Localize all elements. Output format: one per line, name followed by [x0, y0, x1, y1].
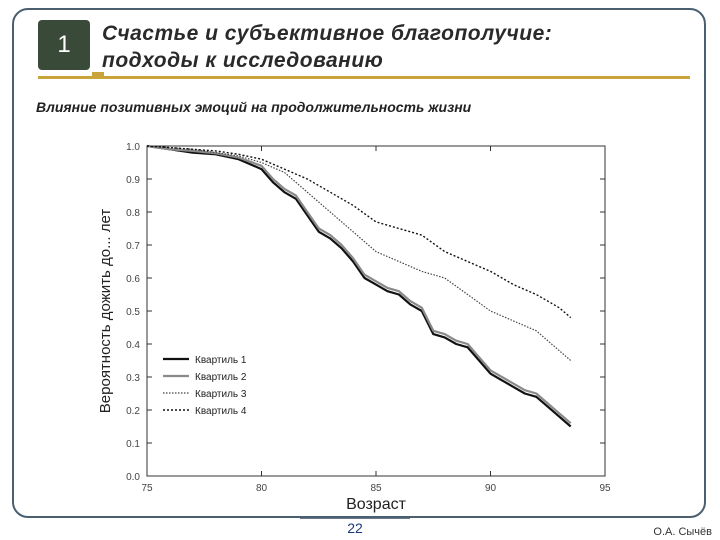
y-tick-label: 0.2 — [126, 406, 140, 417]
x-tick-label: 75 — [141, 483, 153, 494]
y-tick-label: 0.5 — [126, 307, 140, 318]
y-tick-label: 0.1 — [126, 439, 140, 450]
y-tick-label: 0.7 — [126, 241, 140, 252]
title-rule — [38, 76, 690, 79]
plot-area-frame — [146, 145, 606, 477]
series-line-3 — [146, 145, 572, 361]
y-tick-label: 0.4 — [126, 340, 140, 351]
legend-label-4: Квартиль 4 — [195, 406, 247, 417]
y-tick-label: 1.0 — [126, 142, 140, 153]
y-tick-label: 0.8 — [126, 208, 140, 219]
x-tick-label: 95 — [599, 483, 611, 494]
y-axis-label: Вероятность дожить до... лет — [97, 209, 114, 414]
x-tick-label: 90 — [485, 483, 497, 494]
x-axis-label: Возраст — [346, 496, 407, 513]
legend-label-2: Квартиль 2 — [195, 372, 247, 383]
page-number-rule — [300, 518, 410, 519]
slide-number: 1 — [57, 31, 71, 58]
slide-title: Счастье и субъективное благополучие: под… — [102, 20, 692, 74]
series-line-2 — [146, 144, 572, 425]
slide-title-line-1: Счастье и субъективное благополучие: — [102, 22, 553, 45]
y-tick-label: 0.9 — [126, 175, 140, 186]
x-tick-label: 85 — [370, 483, 382, 494]
series-line-1 — [146, 144, 572, 428]
x-tick-label: 80 — [256, 483, 268, 494]
legend-label-3: Квартиль 3 — [195, 389, 247, 400]
title-rule-accent — [92, 72, 104, 79]
y-tick-label: 0.6 — [126, 274, 140, 285]
page-number: 22 — [347, 520, 363, 536]
legend-label-1: Квартиль 1 — [195, 355, 247, 366]
author-credit: О.А. Сычёв — [653, 526, 712, 538]
series-line-4 — [146, 145, 572, 319]
y-tick-label: 0.3 — [126, 373, 140, 384]
y-tick-label: 0.0 — [126, 472, 140, 483]
slide-number-badge: 1 — [38, 20, 90, 70]
slide-frame — [12, 8, 706, 518]
slide-title-line-2: подходы к исследованию — [102, 49, 384, 72]
slide-subtitle: Влияние позитивных эмоций на продолжител… — [36, 99, 472, 115]
